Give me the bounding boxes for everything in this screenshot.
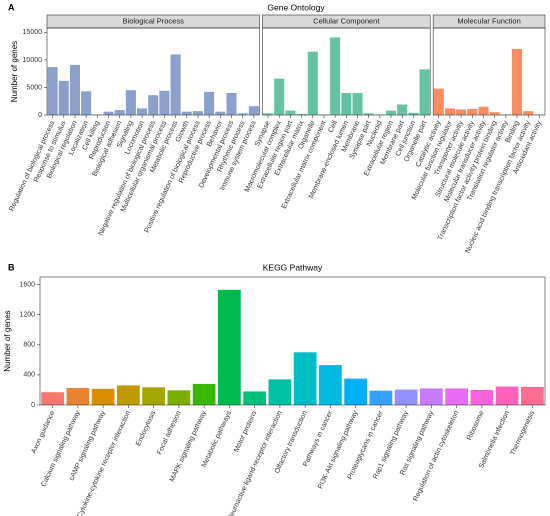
bar <box>114 110 125 115</box>
panel-label: B <box>8 262 15 272</box>
y-axis-label: Number of genes <box>10 41 19 102</box>
y-tick-label: 1200 <box>19 311 35 318</box>
bar <box>226 92 237 115</box>
bar <box>369 390 393 405</box>
bar <box>456 109 467 115</box>
bar <box>285 110 296 115</box>
bar <box>478 106 489 115</box>
y-tick-label: 15000 <box>23 29 43 36</box>
bar <box>237 113 248 115</box>
bar <box>41 392 64 405</box>
x-tick-label: Cell <box>328 119 340 133</box>
bar <box>330 37 341 115</box>
bar <box>444 108 455 115</box>
bar <box>263 113 274 115</box>
bar <box>47 67 58 115</box>
bar <box>167 390 191 405</box>
x-tick-label: Endocytosis <box>135 409 158 447</box>
x-tick-label: Axon guidance <box>31 410 57 455</box>
bar <box>352 92 363 115</box>
bar <box>274 78 285 115</box>
bar <box>192 383 216 405</box>
bar <box>81 91 92 115</box>
y-tick-label: 1600 <box>19 281 35 288</box>
bar <box>181 111 192 115</box>
bar <box>445 388 468 405</box>
x-tick-label: Thermogenesis <box>509 409 536 456</box>
y-tick-label: 5000 <box>26 84 42 91</box>
bar <box>248 106 259 115</box>
bar <box>192 111 203 115</box>
bar <box>137 108 148 115</box>
x-tick-label: Salmonella infection <box>478 410 511 470</box>
x-tick-label: Motor proteins <box>233 409 258 453</box>
chart-title: Gene Ontology <box>267 2 325 12</box>
bar <box>344 378 367 405</box>
bar <box>495 386 519 405</box>
bar <box>293 352 317 405</box>
x-tick-label: Cytokine-cytokine receptor interaction <box>76 410 132 516</box>
bar <box>394 389 418 405</box>
y-tick-label: 0 <box>31 402 35 409</box>
x-tick-label: Focal adhesion <box>156 410 182 456</box>
bar <box>433 88 444 115</box>
y-tick-label: 400 <box>23 372 35 379</box>
panel-border <box>46 27 260 116</box>
bar <box>218 289 241 405</box>
bar <box>296 113 307 115</box>
bar <box>341 92 352 115</box>
bar <box>142 387 165 405</box>
bar <box>408 112 419 115</box>
bar <box>117 385 140 405</box>
bar <box>397 104 408 115</box>
panel-border <box>39 276 546 406</box>
x-tick-label: Metabolic pathways <box>201 409 234 468</box>
y-tick-label: 10000 <box>23 57 43 64</box>
bar <box>204 91 215 115</box>
panel-label: A <box>8 2 15 12</box>
bar <box>319 365 342 405</box>
bar <box>243 391 266 405</box>
bar <box>66 388 90 405</box>
panel-border <box>262 27 431 116</box>
bar <box>148 95 159 115</box>
y-axis-label: Number of genes <box>3 310 12 371</box>
bar <box>125 90 136 115</box>
bar <box>363 113 374 115</box>
chart-title: KEGG Pathway <box>263 262 323 272</box>
facet-title: Cellular Component <box>313 16 380 25</box>
facet-title: Biological Process <box>123 16 185 25</box>
bar <box>103 111 114 115</box>
bar <box>512 48 523 115</box>
x-tick-label: Ribosome <box>466 410 486 442</box>
bar <box>489 112 500 115</box>
bar <box>419 69 430 115</box>
bar <box>467 108 478 115</box>
y-tick-label: 800 <box>23 342 35 349</box>
x-tick-label: Neuroactive ligand-receptor interaction <box>227 410 284 516</box>
bar <box>268 379 292 405</box>
facet-title: Molecular Function <box>457 16 520 25</box>
bar <box>159 90 170 115</box>
y-tick-label: 0 <box>38 112 42 119</box>
bar <box>91 388 115 405</box>
bar <box>420 388 443 405</box>
bar <box>69 64 80 115</box>
panel-border <box>432 27 546 116</box>
bar <box>307 51 318 115</box>
x-tick-label: Regulation of actin cytoskeleton <box>412 410 460 503</box>
bar <box>215 111 226 115</box>
bar <box>521 386 544 405</box>
x-tick-label: Regulation of biological process <box>8 119 56 212</box>
bar <box>470 389 494 405</box>
bar <box>170 54 181 115</box>
bar <box>58 80 69 115</box>
bar <box>386 110 397 115</box>
bar <box>523 111 534 115</box>
